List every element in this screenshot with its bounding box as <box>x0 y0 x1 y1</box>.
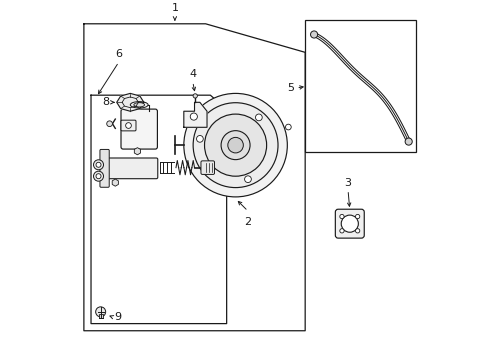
FancyBboxPatch shape <box>121 109 157 149</box>
Circle shape <box>125 123 131 129</box>
Circle shape <box>96 162 101 167</box>
Circle shape <box>341 215 358 232</box>
FancyBboxPatch shape <box>106 158 158 179</box>
FancyBboxPatch shape <box>201 161 214 174</box>
FancyBboxPatch shape <box>335 209 364 238</box>
Ellipse shape <box>134 103 144 107</box>
Circle shape <box>339 215 344 219</box>
Text: 7: 7 <box>96 160 103 170</box>
Circle shape <box>227 138 243 153</box>
Circle shape <box>204 114 266 176</box>
Circle shape <box>255 114 262 121</box>
Text: 6: 6 <box>115 49 122 59</box>
Text: 3: 3 <box>344 178 351 188</box>
Circle shape <box>93 160 103 170</box>
Bar <box>98 314 102 318</box>
Text: 4: 4 <box>189 69 196 79</box>
Circle shape <box>190 113 197 120</box>
Text: 8: 8 <box>102 97 109 107</box>
Circle shape <box>193 94 197 98</box>
Circle shape <box>310 31 317 38</box>
Circle shape <box>285 124 291 130</box>
Circle shape <box>355 229 359 233</box>
Circle shape <box>339 229 344 233</box>
Circle shape <box>196 135 203 142</box>
Text: 1: 1 <box>171 3 178 13</box>
Circle shape <box>183 93 287 197</box>
Circle shape <box>93 171 103 181</box>
Polygon shape <box>117 93 143 111</box>
Circle shape <box>221 131 249 159</box>
Circle shape <box>96 174 101 179</box>
Circle shape <box>244 176 251 183</box>
Polygon shape <box>183 102 206 127</box>
FancyBboxPatch shape <box>100 149 109 187</box>
FancyBboxPatch shape <box>121 120 136 131</box>
Circle shape <box>96 307 105 317</box>
Circle shape <box>355 215 359 219</box>
Text: 5: 5 <box>287 83 294 93</box>
Ellipse shape <box>130 102 148 108</box>
Circle shape <box>404 138 411 145</box>
Text: 9: 9 <box>114 312 121 322</box>
Bar <box>305 20 415 152</box>
Circle shape <box>106 121 112 127</box>
Circle shape <box>193 103 278 188</box>
Text: 2: 2 <box>244 216 251 226</box>
